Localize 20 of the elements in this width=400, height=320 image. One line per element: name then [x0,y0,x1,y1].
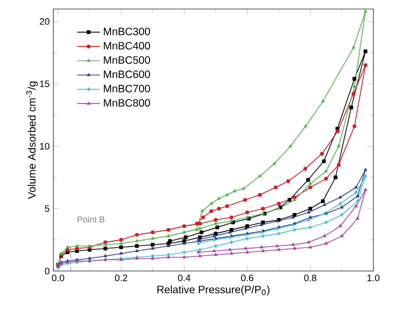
x-axis-title: Relative Pressure(P/P$_{0}$) [157,285,270,296]
x-tick-label: 0.6 [241,274,254,282]
y-tick-label: 0 [44,268,50,274]
legend-label: MnBC700 [104,84,150,92]
x-tick-label: 0.8 [304,274,316,282]
y-axis-title: Volume Adsorbed cm$^{-3}$/g [26,82,38,199]
y-tick-label: 5 [44,205,50,212]
legend-label: MnBC800 [104,99,150,107]
legend-label: MnBC500 [104,56,150,64]
legend-label: MnBC300 [104,28,150,36]
x-tick-label: 0.4 [178,274,190,282]
y-tick-label: 15 [40,80,50,88]
x-tick-label: 0.0 [52,274,64,282]
ref-line-label: Point B [78,216,104,223]
x-tick-label: 1.0 [368,274,380,282]
y-tick-label: 10 [40,142,50,150]
legend-label: MnBC400 [104,42,150,50]
x-tick-label: 0.2 [114,274,128,282]
legend-label: MnBC600 [104,70,150,78]
y-tick-label: 20 [40,18,50,25]
